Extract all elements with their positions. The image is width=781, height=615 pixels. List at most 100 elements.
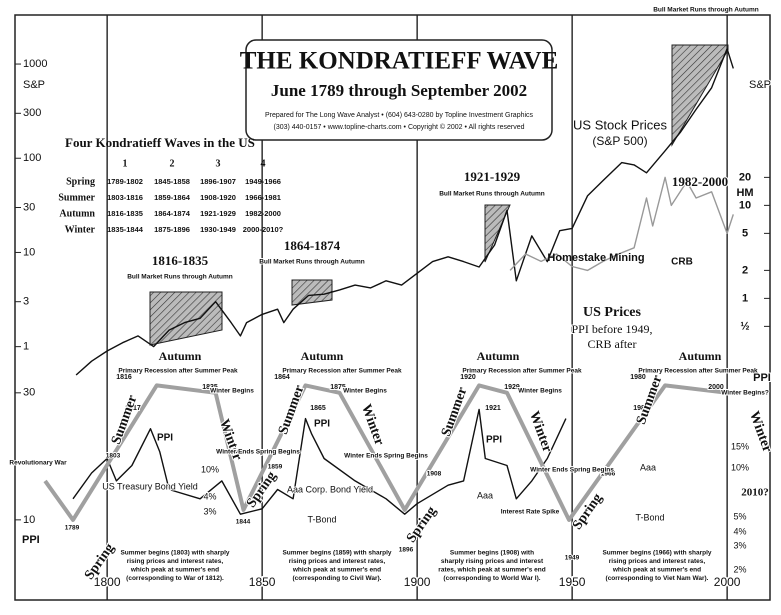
annotation: 1816 <box>116 374 132 381</box>
table-cell: 1803-1816 <box>107 193 143 202</box>
annotation: 1949 <box>565 555 580 562</box>
annotation: 1896 <box>399 547 414 554</box>
annotation: Winter Begins? <box>721 390 769 397</box>
table-cell: 1864-1874 <box>154 209 191 218</box>
annotation: PPI before 1949, <box>572 322 653 336</box>
y2-tick-label: ½ <box>740 320 749 332</box>
annotation: Interest Rate Spike <box>501 509 560 516</box>
annotation: 1966 <box>601 471 616 478</box>
table-header: 2 <box>170 158 175 169</box>
annotation: Winter <box>526 409 555 454</box>
table-cell: 1921-1929 <box>200 209 236 218</box>
annotation: Summer <box>634 373 666 426</box>
y2-axis-label: HM <box>736 187 753 199</box>
y-axis-label: S&P <box>23 79 45 91</box>
series-line <box>72 408 567 515</box>
annotation: (S&P 500) <box>592 134 647 148</box>
annotation: Autumn <box>679 349 722 363</box>
annotation: 1929 <box>504 384 520 391</box>
note: rising prices and interest rates, <box>127 558 224 565</box>
annotation: CRB <box>671 257 693 268</box>
hatch <box>671 44 729 147</box>
y-tick-label: 300 <box>23 107 41 119</box>
grid: 1000 300 100 30 10 3 1 S&P 20 10 5 2 1 ½ HM 30 10 PPI 1800… <box>15 15 770 600</box>
annotation: 15% <box>731 441 749 451</box>
credit: Prepared for The Long Wave Analyst • (60… <box>265 112 534 119</box>
series-label: PPI <box>157 433 173 444</box>
y-tick-label: 10 <box>23 514 35 526</box>
hatch <box>149 291 223 346</box>
x-tick-label: 1900 <box>404 575 431 589</box>
annotation: 1982-2000 <box>672 174 728 189</box>
annotation: PPI <box>314 419 330 430</box>
table-cell: 1835-1844 <box>107 225 144 234</box>
table-cell: 2000-2010? <box>243 225 284 234</box>
note: (corresponding to War of 1812). <box>126 575 224 582</box>
annotation: Bull Market Runs through Autumn <box>127 274 233 281</box>
annotation: Bull Market Runs through Autumn <box>439 191 545 198</box>
table-row-label: Winter <box>65 224 96 235</box>
x-tick-label: 2000 <box>714 575 741 589</box>
frame <box>14 14 771 601</box>
y-tick-label: 30 <box>23 387 35 399</box>
annotation: 1817 <box>125 405 141 412</box>
table-cell: 1816-1835 <box>107 209 143 218</box>
y-tick-label: 100 <box>23 152 41 164</box>
annotation: T-Bond <box>307 514 336 524</box>
annotation: 1864 <box>274 374 290 381</box>
y2-tick-label: 5 <box>742 227 748 239</box>
annotation: Winter Begins <box>210 388 254 395</box>
annotation: 1908 <box>427 471 442 478</box>
hatch <box>291 279 333 306</box>
note: which peak at summer's end <box>130 567 219 574</box>
annotation: Winter Ends Spring Begins <box>530 467 614 474</box>
annotation: Winter Begins <box>343 388 387 395</box>
y2-tick-label: 10 <box>739 199 751 211</box>
table-cell: 1966-1981 <box>245 193 281 202</box>
table-row-label: Summer <box>58 192 95 203</box>
y2-tick-label: 20 <box>739 171 751 183</box>
annotation: 3% <box>203 506 216 516</box>
annotation: 1789 <box>65 525 80 532</box>
annotation: Primary Recession after Summer Peak <box>282 368 402 375</box>
annotation: Bull Market Runs through Autumn <box>653 7 759 14</box>
table-header: 1 <box>123 158 128 169</box>
annotation: 1835 <box>202 384 218 391</box>
annotation: 10% <box>731 462 749 472</box>
annotation: Winter Ends Spring Begins <box>344 453 428 460</box>
table-title: Four Kondratieff Waves in the US <box>65 135 255 150</box>
subtitle: June 1789 through September 2002 <box>271 81 527 100</box>
annotation: 4% <box>733 526 746 536</box>
y2-tick-label: 2 <box>742 264 748 276</box>
annotation: 1844 <box>236 519 251 526</box>
table-cell: 1896-1907 <box>200 177 236 186</box>
annotation: S&P <box>749 79 771 91</box>
annotation: 1865 <box>310 405 326 412</box>
annotation: Primary Recession after Summer Peak <box>638 368 758 375</box>
table-cell: 1875-1896 <box>154 225 190 234</box>
note: (corresponding to World War I). <box>443 575 540 582</box>
annotation: Primary Recession after Summer Peak <box>118 368 238 375</box>
note: rates, which peak at summer's end <box>438 567 545 574</box>
annotation: Summer <box>276 383 308 436</box>
annotation: Autumn <box>159 349 202 363</box>
y-tick-label: 10 <box>23 246 35 258</box>
x-tick-label: 1800 <box>94 575 121 589</box>
annotation: 1980 <box>630 374 646 381</box>
series-line <box>75 48 734 376</box>
annotation: 2010? <box>741 487 769 499</box>
y-tick-label: 1 <box>23 341 29 353</box>
annotation: 1864-1874 <box>284 238 341 253</box>
annotation: 3% <box>733 540 746 550</box>
table-cell: 1949-1966 <box>245 177 281 186</box>
annotation: Aaa Corp. Bond Yield <box>287 484 373 494</box>
annotation: Winter Begins <box>518 388 562 395</box>
annotation: US Treasury Bond Yield <box>102 481 198 491</box>
annotation: 2% <box>733 564 746 574</box>
annotation: 4% <box>203 491 216 501</box>
annotation: PPI <box>486 435 502 446</box>
note: rising prices and interest rates, <box>609 558 706 565</box>
note: sharply rising prices and interest <box>441 558 544 565</box>
title: THE KONDRATIEFF WAVE <box>240 48 559 75</box>
annotation: 1921-1929 <box>464 169 521 184</box>
